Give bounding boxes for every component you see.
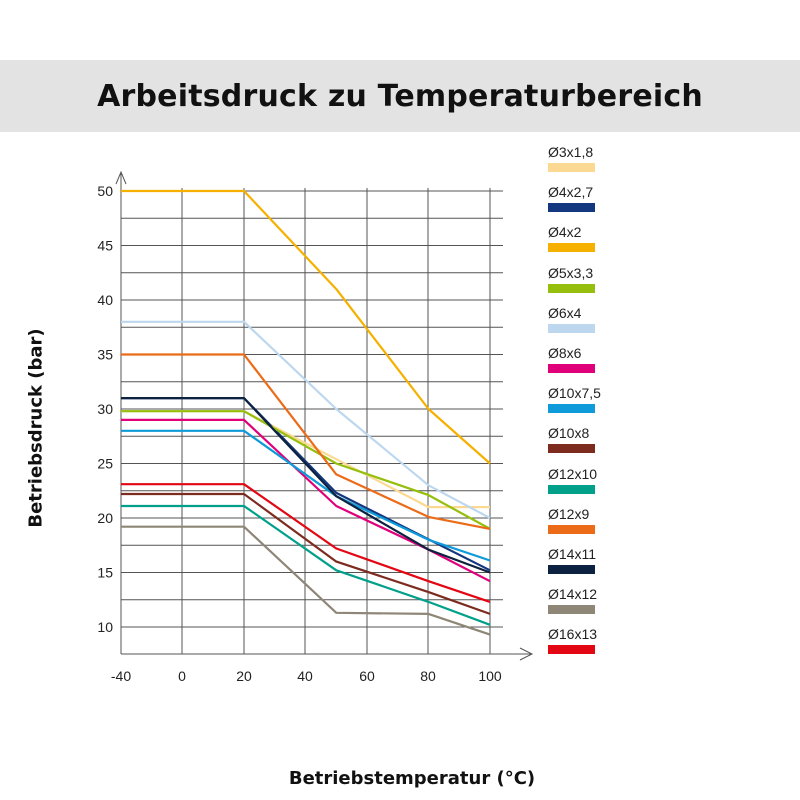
legend-swatch [548,444,595,454]
x-tick-label: 0 [178,668,186,684]
series-line [121,504,491,626]
legend-swatch [548,605,595,615]
title-band: Arbeitsdruck zu Temperaturbereich [0,60,800,132]
y-tick-label: 35 [97,347,113,363]
legend-label: Ø6x4 [548,304,582,321]
legend-label: Ø12x9 [548,505,590,522]
legend-label: Ø5x3,3 [548,264,594,281]
y-tick-label: 45 [97,238,113,254]
legend-swatch [548,564,595,574]
x-axis-title: Betriebstemperatur (°C) [288,768,536,789]
x-tick-label: -40 [111,668,131,684]
legend-label: Ø3x1,8 [548,144,594,160]
legend-label: Ø14x12 [548,586,598,603]
legend-label: Ø4x2 [548,224,582,241]
legend-label: Ø12x10 [548,465,598,482]
legend-swatch [548,323,595,333]
y-tick-label: 30 [97,401,113,417]
legend-label: Ø10x7,5 [548,385,601,402]
legend-label: Ø4x2,7 [548,184,594,201]
legend-label: Ø14x11 [548,545,596,562]
series-line [121,410,491,530]
x-tick-label: 80 [420,668,436,684]
y-axis-arrow [115,170,127,185]
x-tick-label: 40 [297,668,313,684]
chart-title: Arbeitsdruck zu Temperaturbereich [97,78,703,114]
grid [121,188,503,654]
legend-swatch [548,283,595,293]
legend-swatch [548,203,595,213]
legend-label: Ø8x6 [548,344,582,361]
legend-swatch [548,524,595,534]
series-line [121,353,491,530]
x-tick-label: 20 [236,668,252,684]
y-tick-label: 10 [97,619,113,635]
legend-swatch [548,163,595,172]
legend-swatch [548,363,595,373]
series-line [121,189,491,465]
x-tick-label: 60 [359,668,375,684]
y-axis-title: Betriebsdruck (bar) [25,328,47,528]
legend-swatch [548,404,595,414]
legend-swatch [548,243,595,253]
x-tick-label: 100 [478,668,502,684]
legend-swatch [548,484,595,494]
series-line [121,492,491,615]
legend-swatch [548,645,595,655]
series-line [121,483,491,603]
y-tick-label: 25 [97,456,113,472]
series-line [121,397,491,574]
x-axis-arrow [519,647,534,661]
series-line [121,418,491,583]
series-line [121,320,491,519]
y-tick-label: 15 [97,565,113,581]
y-tick-label: 20 [97,510,113,526]
axes [115,170,534,661]
legend-label: Ø10x8 [548,425,590,442]
legend-label: Ø16x13 [548,626,598,643]
tick-labels: -40 0 20 40 60 80 100 50 45 40 35 30 25 20 15 10 [97,183,501,684]
series-line [121,525,491,636]
y-tick-label: 40 [97,292,113,308]
series-lines [121,189,491,636]
y-tick-label: 50 [97,183,113,199]
